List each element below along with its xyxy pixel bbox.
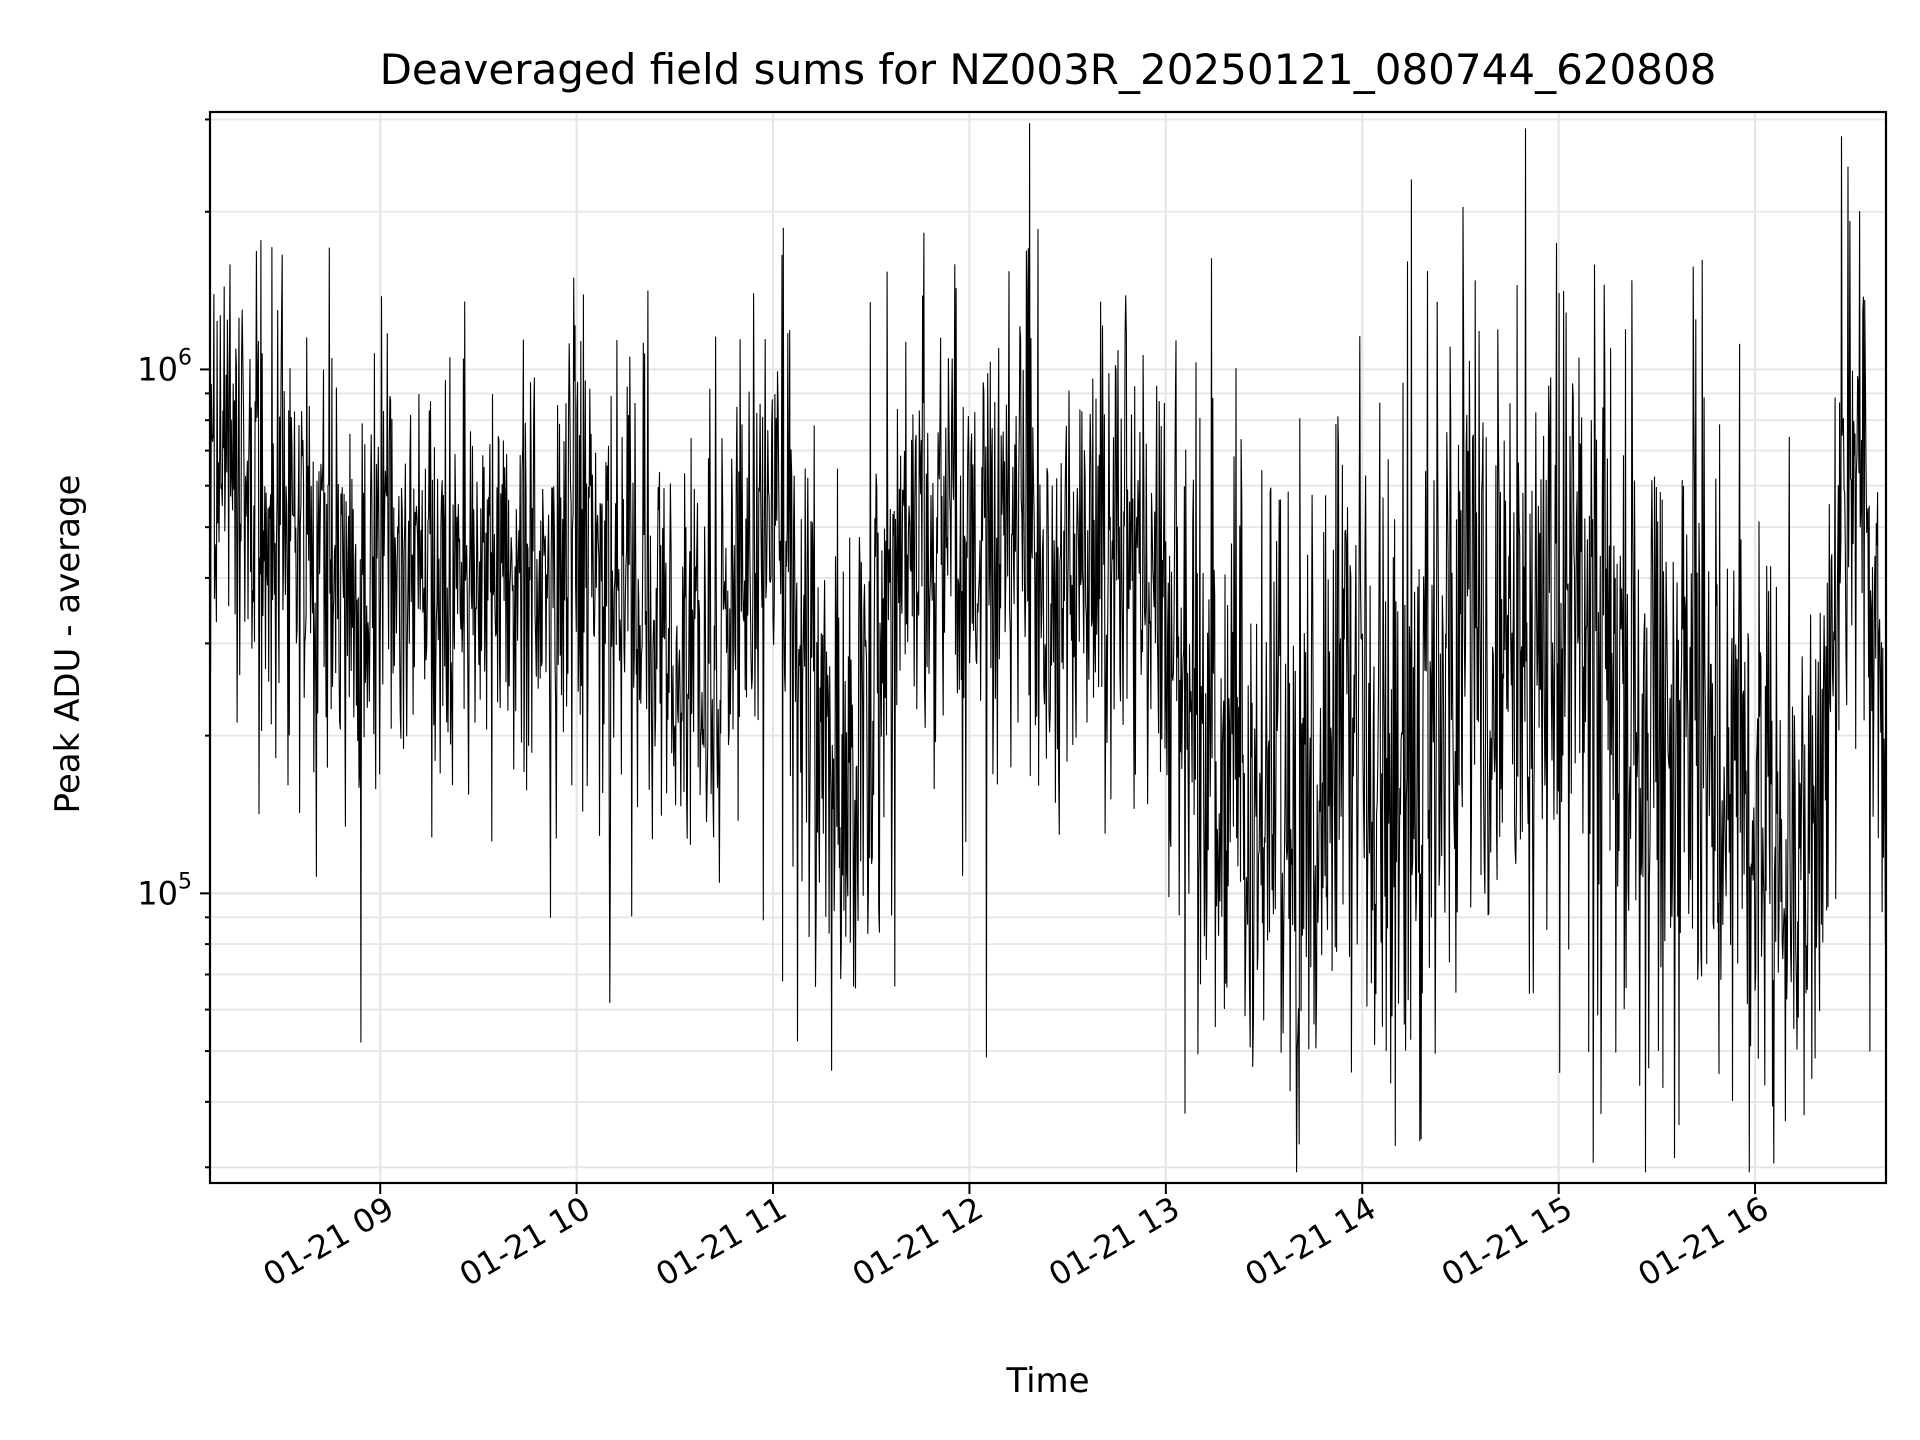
plot-frame	[208, 110, 1888, 1185]
chart-title: Deaveraged field sums for NZ003R_2025012…	[380, 45, 1717, 94]
y-axis-title: Peak ADU - average	[48, 475, 88, 814]
y-tick-label: 106	[137, 345, 192, 388]
x-axis-title: Time	[1005, 1361, 1089, 1401]
data-series-line	[209, 123, 1887, 1173]
y-tick-label: 105	[137, 869, 192, 912]
series-layer	[209, 123, 1887, 1173]
